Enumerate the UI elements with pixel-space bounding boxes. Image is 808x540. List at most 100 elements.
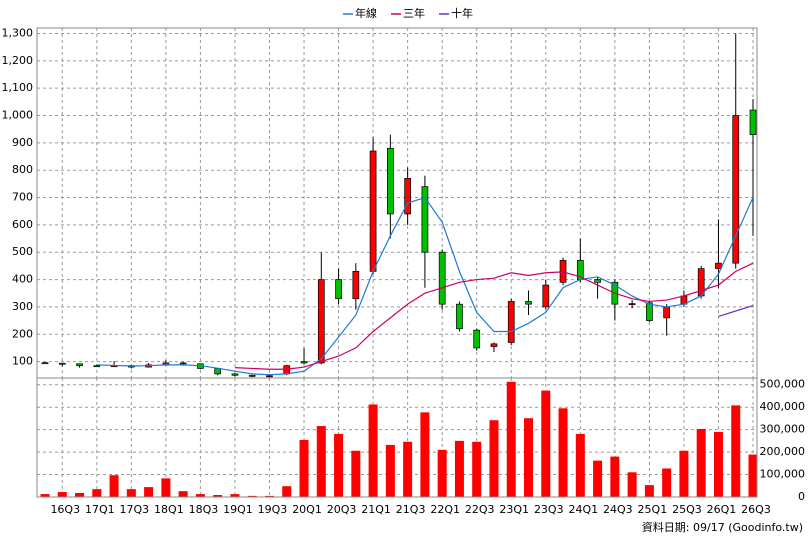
x-tick-label: 22Q3 [465,503,495,516]
volume-bar [472,441,482,497]
y-tick-label: 500 [12,245,33,258]
volume-bar [230,494,240,497]
volume-bar [696,428,706,497]
source-note: 資料日期: 09/17 (Goodinfo.tw) [642,520,803,534]
candle-body [369,150,377,272]
volume-bar [126,489,136,497]
volume-bar [75,492,85,497]
x-tick-label: 19Q1 [223,503,253,516]
volume-bar [109,475,119,497]
legend-label: 三年 [403,6,425,20]
y2-tick-label: 300,000 [760,423,806,436]
candle-body [41,362,49,365]
volume-bar [644,485,654,497]
volume-bar [713,431,723,497]
volume-bar [541,390,551,497]
x-tick-label: 23Q1 [499,503,529,516]
volume-bar [195,494,205,497]
x-tick-label: 26Q1 [707,503,737,516]
x-tick-label: 21Q1 [361,503,391,516]
x-tick-label: 25Q3 [672,503,702,516]
y-tick-label: 1,200 [2,54,34,67]
candle-body [646,302,653,321]
x-tick-label: 16Q3 [50,503,80,516]
candle-body [542,284,550,308]
y-tick-label: 700 [12,191,33,204]
candle-body [93,365,101,368]
volume-bar [506,381,516,497]
y2-tick-label: 0 [798,490,805,503]
candle-body [387,147,394,215]
candle-body [352,271,360,300]
volume-bar [662,468,672,497]
volume-bar [316,426,326,497]
x-tick-label: 26Q3 [741,503,771,516]
candle-body [421,186,429,253]
volume-bar [247,495,257,497]
y-tick-label: 1,100 [2,81,34,94]
volume-bar [282,486,292,497]
candle-body [179,362,187,365]
candle-body [404,178,411,215]
candle-body [490,343,498,347]
candle-body [732,115,740,264]
candle-body [76,363,83,367]
volume-bar [610,456,620,497]
volume-bar [213,494,223,497]
legend-label: 年線 [355,6,377,20]
candle-body [697,268,705,297]
volume-bar [92,489,102,497]
volume-bar [748,454,758,497]
volume-bar [264,495,274,497]
volume-bar [178,491,188,497]
candle-body [231,373,239,376]
x-tick-label: 24Q3 [603,503,633,516]
x-tick-label: 24Q1 [568,503,598,516]
y-tick-label: 300 [12,300,33,313]
volume-panel-frame [36,377,758,498]
candle-body [266,375,273,378]
candle-body [300,361,308,364]
x-tick-label: 19Q3 [258,503,288,516]
y-tick-label: 1,000 [2,109,34,122]
y2-tick-label: 400,000 [760,400,806,413]
y2-tick-label: 100,000 [760,468,806,481]
volume-bar [558,408,568,497]
y-tick-label: 600 [12,218,33,231]
volume-bar [334,433,344,497]
y-tick-label: 1,300 [2,26,34,39]
volume-bar [524,418,534,497]
candle-body [507,301,515,343]
x-tick-label: 25Q1 [638,503,668,516]
candle-body [438,251,446,305]
x-tick-label: 17Q3 [120,503,150,516]
candle-body [248,374,256,377]
candle-body [335,279,342,300]
x-tick-label: 21Q3 [396,503,426,516]
candle-body [58,362,66,365]
volume-bar [368,404,378,497]
candle-body [317,279,325,364]
volume-bar [403,441,413,497]
volume-bar [489,420,499,497]
candle-body [594,279,601,283]
volume-bar [299,439,309,497]
moving-average-line [718,304,754,318]
volume-bar [575,433,585,497]
volume-bar [437,449,447,497]
volume-bar [385,444,395,497]
y-tick-label: 100 [12,355,33,368]
y-tick-label: 400 [12,273,33,286]
x-tick-label: 23Q3 [534,503,564,516]
volume-bar [40,494,50,497]
candle-body [525,301,532,305]
y2-tick-label: 500,000 [760,378,806,391]
moving-average-line [234,262,754,370]
volume-bar [731,405,741,497]
volume-bar [351,450,361,497]
volume-bar [454,440,464,497]
candle-body [663,306,671,319]
x-tick-label: 18Q1 [154,503,184,516]
volume-bar [144,487,154,497]
